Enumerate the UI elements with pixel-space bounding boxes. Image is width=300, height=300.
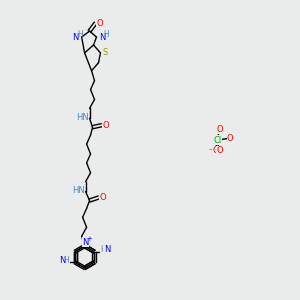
Text: H: H [103, 30, 109, 39]
Text: N: N [59, 256, 65, 265]
Text: O: O [96, 19, 103, 28]
Text: H: H [77, 30, 82, 39]
Text: N: N [99, 33, 106, 42]
Text: HN: HN [72, 186, 85, 195]
Text: HN: HN [76, 113, 89, 122]
Text: O: O [99, 193, 106, 202]
Text: S: S [103, 48, 108, 57]
Text: O: O [212, 146, 219, 155]
Text: N: N [73, 33, 79, 42]
Text: H: H [100, 245, 106, 254]
Text: O: O [102, 121, 109, 130]
Text: H: H [63, 256, 69, 265]
Text: Cl: Cl [213, 136, 221, 145]
Text: N: N [82, 238, 89, 247]
Text: N: N [104, 245, 110, 254]
Text: O: O [216, 146, 223, 155]
Text: ⁻: ⁻ [208, 148, 212, 154]
Text: O: O [227, 134, 234, 142]
Text: +: + [87, 236, 92, 242]
Text: O: O [216, 125, 223, 134]
